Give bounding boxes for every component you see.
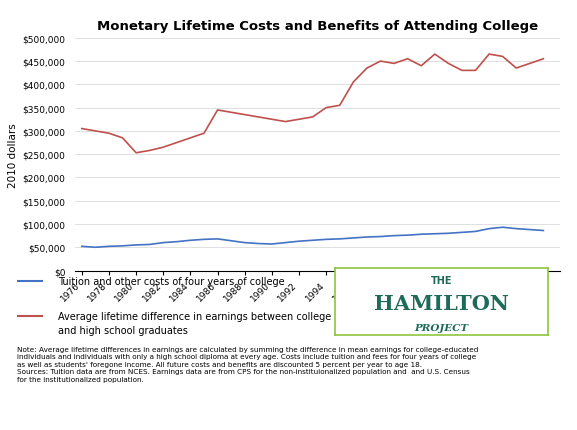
Text: Note: Average lifetime differences in earnings are calculated by summing the dif: Note: Average lifetime differences in ea… xyxy=(17,346,479,382)
Text: THE: THE xyxy=(430,276,452,286)
Text: PROJECT: PROJECT xyxy=(414,323,469,332)
Text: Tuition and other costs of four years of college: Tuition and other costs of four years of… xyxy=(58,276,284,287)
Title: Monetary Lifetime Costs and Benefits of Attending College: Monetary Lifetime Costs and Benefits of … xyxy=(97,20,538,34)
Text: and high school graduates: and high school graduates xyxy=(58,325,188,335)
Text: Average lifetime difference in earnings between college: Average lifetime difference in earnings … xyxy=(58,311,331,321)
Y-axis label: 2010 dollars: 2010 dollars xyxy=(8,123,18,187)
Text: HAMILTON: HAMILTON xyxy=(374,293,509,313)
